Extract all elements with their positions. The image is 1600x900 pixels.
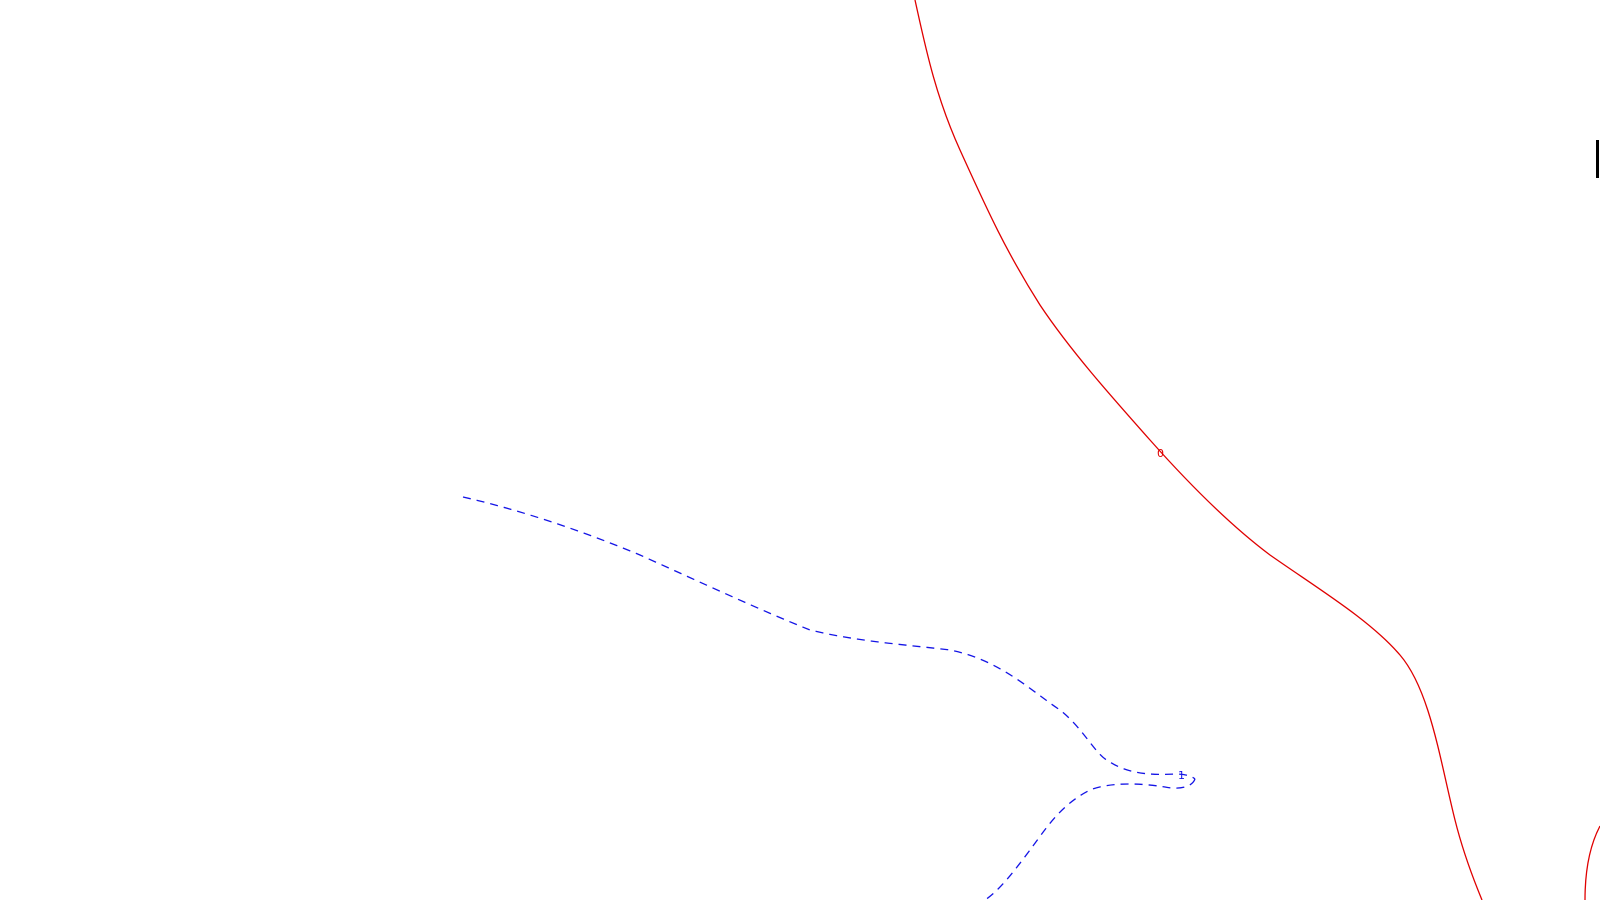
contour-1-line-lower	[984, 778, 1196, 900]
contour-0-line	[914, 0, 1483, 900]
contour-1: 1	[462, 496, 1196, 900]
contour-0-label: 0	[1157, 447, 1164, 460]
contour-1-line-upper	[462, 496, 1196, 780]
edge-marker	[1596, 140, 1599, 178]
contour-0: 0	[914, 0, 1600, 900]
contour-1-label: 1	[1178, 769, 1185, 782]
contour-0-line-edge	[1584, 825, 1600, 900]
